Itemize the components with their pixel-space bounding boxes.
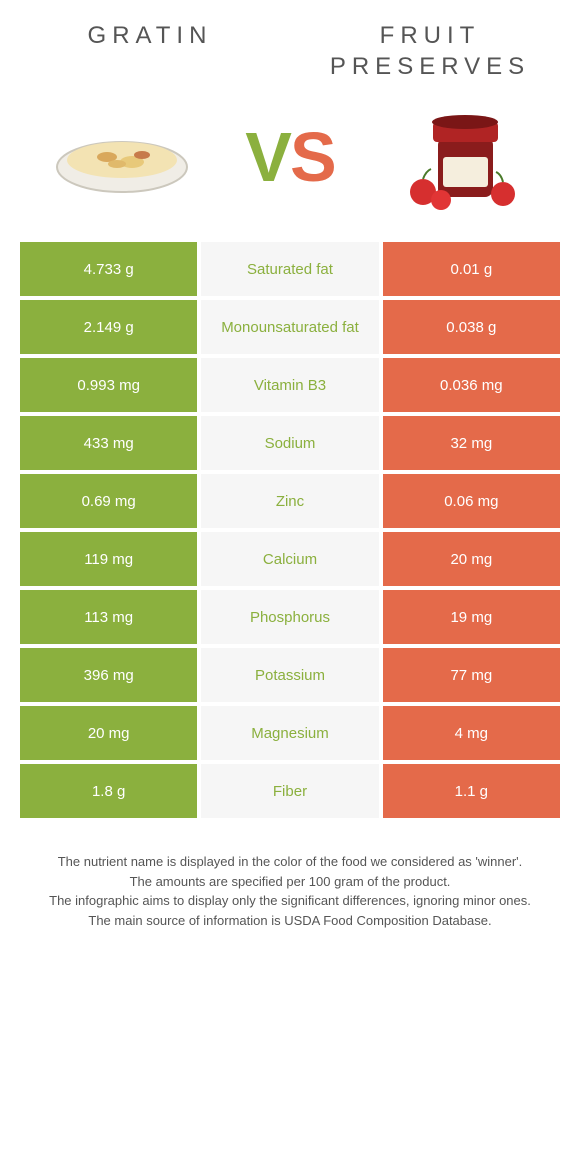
- value-left: 396 mg: [20, 648, 197, 702]
- product-left-title: GRATIN: [10, 20, 290, 82]
- value-right: 4 mg: [383, 706, 560, 760]
- value-right: 20 mg: [383, 532, 560, 586]
- gratin-image: [42, 102, 202, 212]
- footer-line: The nutrient name is displayed in the co…: [30, 852, 550, 872]
- table-row: 396 mgPotassium77 mg: [20, 648, 560, 702]
- value-left: 0.69 mg: [20, 474, 197, 528]
- table-row: 433 mgSodium32 mg: [20, 416, 560, 470]
- nutrient-label: Zinc: [201, 474, 378, 528]
- table-row: 20 mgMagnesium4 mg: [20, 706, 560, 760]
- nutrient-label: Monounsaturated fat: [201, 300, 378, 354]
- nutrient-label: Phosphorus: [201, 590, 378, 644]
- value-right: 0.038 g: [383, 300, 560, 354]
- table-row: 0.993 mgVitamin B30.036 mg: [20, 358, 560, 412]
- value-left: 2.149 g: [20, 300, 197, 354]
- nutrient-label: Vitamin B3: [201, 358, 378, 412]
- vs-label: VS: [245, 117, 334, 197]
- value-left: 119 mg: [20, 532, 197, 586]
- comparison-table: 4.733 gSaturated fat0.01 g2.149 gMonouns…: [20, 242, 560, 818]
- table-row: 4.733 gSaturated fat0.01 g: [20, 242, 560, 296]
- table-row: 1.8 gFiber1.1 g: [20, 764, 560, 818]
- header: GRATIN FRUIT PRESERVES: [0, 0, 580, 92]
- value-right: 77 mg: [383, 648, 560, 702]
- vs-v: V: [245, 118, 290, 196]
- nutrient-label: Sodium: [201, 416, 378, 470]
- nutrient-label: Magnesium: [201, 706, 378, 760]
- value-right: 1.1 g: [383, 764, 560, 818]
- table-row: 119 mgCalcium20 mg: [20, 532, 560, 586]
- value-right: 32 mg: [383, 416, 560, 470]
- value-right: 0.036 mg: [383, 358, 560, 412]
- preserves-image: [378, 102, 538, 212]
- value-left: 433 mg: [20, 416, 197, 470]
- value-right: 0.06 mg: [383, 474, 560, 528]
- table-row: 0.69 mgZinc0.06 mg: [20, 474, 560, 528]
- vs-s: S: [290, 118, 335, 196]
- nutrient-label: Calcium: [201, 532, 378, 586]
- value-left: 4.733 g: [20, 242, 197, 296]
- table-row: 113 mgPhosphorus19 mg: [20, 590, 560, 644]
- value-left: 0.993 mg: [20, 358, 197, 412]
- nutrient-label: Fiber: [201, 764, 378, 818]
- value-left: 1.8 g: [20, 764, 197, 818]
- nutrient-label: Potassium: [201, 648, 378, 702]
- value-right: 19 mg: [383, 590, 560, 644]
- value-right: 0.01 g: [383, 242, 560, 296]
- footer-line: The main source of information is USDA F…: [30, 911, 550, 931]
- footer-line: The infographic aims to display only the…: [30, 891, 550, 911]
- images-row: VS: [0, 92, 580, 242]
- value-left: 113 mg: [20, 590, 197, 644]
- footer-notes: The nutrient name is displayed in the co…: [0, 822, 580, 950]
- nutrient-label: Saturated fat: [201, 242, 378, 296]
- footer-line: The amounts are specified per 100 gram o…: [30, 872, 550, 892]
- value-left: 20 mg: [20, 706, 197, 760]
- product-right-title: FRUIT PRESERVES: [290, 20, 570, 82]
- table-row: 2.149 gMonounsaturated fat0.038 g: [20, 300, 560, 354]
